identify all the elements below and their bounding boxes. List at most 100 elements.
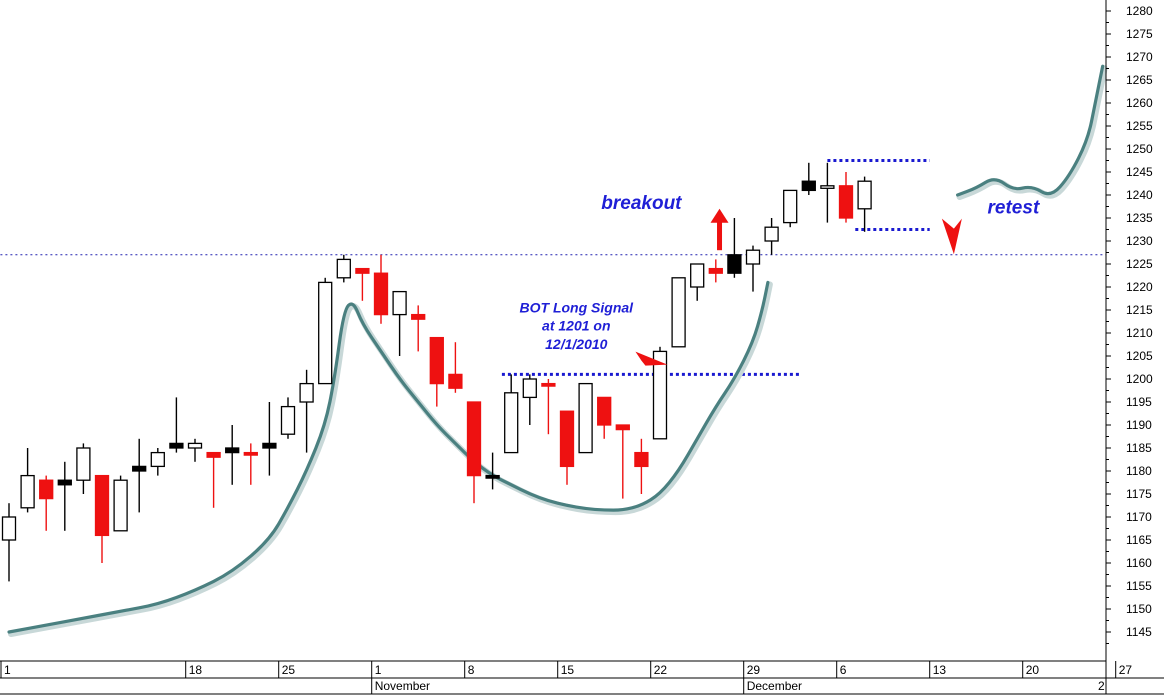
candle-body: [820, 185, 835, 189]
candle-body: [429, 336, 444, 385]
candle: [485, 452, 500, 490]
candle: [113, 475, 128, 532]
candle: [448, 342, 463, 393]
candle: [727, 218, 742, 278]
candle-body: [206, 451, 221, 458]
y-tick-label: 1145: [1126, 625, 1152, 639]
candle: [838, 172, 854, 223]
candle: [745, 245, 761, 292]
projection-curve: [956, 64, 1105, 197]
arrows: [635, 208, 962, 366]
candle-body: [373, 272, 389, 316]
x-tick-label: 20: [1026, 663, 1040, 677]
annotation-label: breakout: [601, 193, 682, 214]
y-tick-label: 1165: [1126, 533, 1152, 547]
annotation-label: retest: [988, 197, 1040, 218]
y-tick-label: 1200: [1126, 372, 1153, 386]
candle-body: [187, 442, 203, 449]
y-tick-label: 1225: [1126, 257, 1153, 271]
candle: [280, 397, 296, 439]
candle-body: [39, 479, 54, 500]
month-label: November: [375, 679, 430, 693]
candle: [634, 438, 649, 494]
candle-body: [522, 378, 537, 399]
month-label: December: [747, 679, 802, 693]
candle: [132, 438, 147, 513]
y-tick-label: 1260: [1126, 96, 1153, 110]
y-tick-label: 1230: [1126, 234, 1153, 248]
candle: [243, 443, 258, 485]
candle: [652, 346, 668, 440]
candle-body: [541, 382, 556, 387]
candle-body: [485, 474, 500, 479]
candle-body: [243, 451, 258, 456]
candle-body: [690, 263, 705, 288]
y-axis: 1145 1150 1155 1160 1165 1170 1175 1180 1185 1190…: [1105, 0, 1153, 678]
y-tick-label: 1210: [1126, 326, 1153, 340]
candle-body: [801, 180, 816, 192]
candle: [522, 374, 537, 425]
candle: [466, 401, 482, 504]
horizontal-lines: [0, 159, 1106, 376]
y-tick-label: 1190: [1126, 418, 1152, 432]
candle: [783, 189, 798, 228]
candle-body: [336, 258, 351, 279]
candle: [615, 424, 630, 499]
y-tick-label: 1270: [1126, 50, 1153, 64]
candle: [1, 503, 17, 582]
y-tick-label: 1215: [1126, 303, 1153, 317]
y-tick-label: 1280: [1126, 4, 1153, 18]
annotation-label: BOT Long Signal: [520, 299, 635, 315]
candle-body: [225, 447, 240, 454]
candle: [76, 443, 91, 494]
x-tick-label: 13: [933, 663, 947, 677]
candle: [336, 254, 351, 283]
candle-body: [113, 479, 128, 532]
candle: [355, 267, 370, 301]
candle: [820, 162, 835, 223]
x-tick-label: 15: [561, 663, 575, 677]
y-tick-label: 1235: [1126, 211, 1153, 225]
cup-curve: [7, 280, 770, 634]
candle: [169, 397, 184, 453]
candle: [318, 277, 333, 385]
candle-body: [597, 396, 612, 426]
candle: [708, 259, 723, 283]
candle-body: [838, 185, 854, 219]
signal-arrow: [635, 351, 668, 366]
candle-body: [57, 479, 72, 486]
candle: [373, 254, 389, 324]
candle-body: [262, 442, 277, 449]
candle-body: [504, 392, 519, 454]
candle: [299, 369, 314, 453]
x-tick-label: 29: [747, 663, 761, 677]
candle: [39, 475, 54, 531]
breakout-arrow-shaft: [717, 220, 723, 251]
y-tick-label: 1175: [1126, 487, 1152, 501]
annotation-label: 12/1/2010: [545, 336, 607, 352]
candle: [504, 374, 519, 454]
candle-body: [559, 410, 575, 468]
candle-body: [76, 447, 91, 481]
x-tick-label: 22: [654, 663, 668, 677]
retest-arrow: [941, 218, 962, 255]
candle: [597, 396, 612, 439]
annotation-label: at 1201 on: [542, 318, 610, 334]
candle-body: [764, 226, 779, 242]
plot-background: [0, 2, 1106, 661]
y-tick-label: 1240: [1126, 188, 1153, 202]
candle: [57, 461, 72, 531]
y-tick-label: 1170: [1126, 510, 1152, 524]
x-tick-label: 6: [840, 663, 847, 677]
candle-body: [318, 281, 333, 385]
candle: [20, 448, 35, 513]
candle-body: [634, 451, 649, 468]
candle-body: [392, 290, 407, 316]
candle-body: [1, 516, 17, 541]
candle-body: [299, 382, 314, 403]
candle: [150, 448, 165, 476]
candles: [1, 162, 872, 582]
candle: [429, 336, 444, 407]
candle-body: [411, 313, 426, 320]
